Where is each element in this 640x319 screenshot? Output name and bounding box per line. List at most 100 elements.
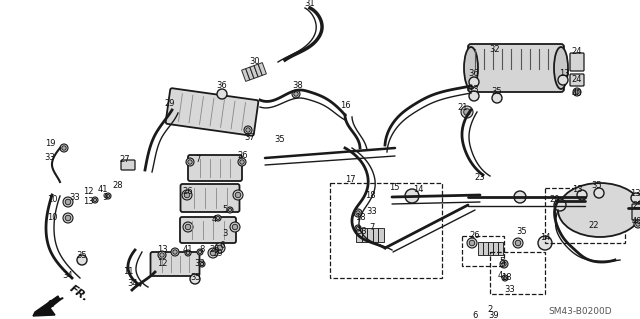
Circle shape [464,109,470,115]
Text: 7: 7 [369,224,374,233]
Circle shape [631,193,640,203]
Circle shape [292,90,300,98]
Circle shape [573,88,581,96]
Circle shape [185,250,191,256]
Circle shape [208,248,218,258]
Text: 41: 41 [98,184,108,194]
Circle shape [185,224,191,230]
Circle shape [106,194,109,198]
Circle shape [182,190,192,200]
Text: 15: 15 [388,183,399,192]
Circle shape [188,160,192,164]
Circle shape [93,198,97,202]
Text: 31: 31 [305,0,316,9]
Text: 9: 9 [102,194,108,203]
Text: 27: 27 [120,155,131,165]
FancyBboxPatch shape [468,44,564,92]
Circle shape [190,274,200,284]
Text: 35: 35 [592,182,602,190]
Bar [545,188,625,243]
Circle shape [502,275,508,281]
Text: FR.: FR. [68,284,91,304]
Circle shape [355,225,361,231]
Circle shape [575,90,579,94]
Circle shape [236,192,241,198]
FancyBboxPatch shape [188,155,242,181]
Text: 5: 5 [499,257,504,266]
Text: 33: 33 [195,258,205,268]
Text: 40: 40 [572,90,582,99]
Ellipse shape [558,183,640,237]
Text: 20: 20 [550,196,560,204]
Text: 17: 17 [345,175,355,184]
Circle shape [92,197,98,203]
Circle shape [594,188,604,198]
Text: 6: 6 [472,311,477,319]
Circle shape [356,226,360,230]
Text: 35: 35 [492,87,502,97]
Circle shape [173,250,177,254]
Text: 33: 33 [504,286,515,294]
Text: 13: 13 [157,244,167,254]
Circle shape [500,260,508,268]
Circle shape [356,211,360,215]
Circle shape [244,126,252,134]
Circle shape [558,75,568,85]
Bar [246,67,254,80]
Text: 33: 33 [45,152,56,161]
Text: 37: 37 [244,133,255,143]
Text: 26: 26 [470,232,480,241]
Text: 10: 10 [47,196,57,204]
Circle shape [636,222,640,226]
Text: 13: 13 [630,189,640,197]
Circle shape [469,77,479,87]
Text: 28: 28 [113,182,124,190]
FancyBboxPatch shape [166,88,259,136]
Text: 35: 35 [275,136,285,145]
Text: 22: 22 [589,220,599,229]
Text: 38: 38 [292,81,303,91]
Text: 33: 33 [70,194,81,203]
Text: 10: 10 [47,213,57,222]
Text: 21: 21 [458,103,468,113]
Text: 23: 23 [475,173,485,182]
Circle shape [211,250,216,256]
Circle shape [77,255,87,265]
Circle shape [217,245,223,251]
Circle shape [240,160,244,164]
Text: 18: 18 [355,212,365,221]
Text: 12: 12 [83,188,93,197]
Circle shape [294,92,298,96]
Text: 5: 5 [222,205,228,214]
Circle shape [200,262,204,266]
Circle shape [65,215,71,221]
Bar [330,183,442,278]
Bar [490,252,545,294]
Circle shape [198,250,202,254]
Text: 24: 24 [572,75,582,84]
Text: 41: 41 [183,246,193,255]
Text: 35: 35 [77,251,87,261]
Circle shape [513,238,523,248]
FancyBboxPatch shape [150,252,200,276]
Polygon shape [33,296,60,316]
Bar [250,66,258,78]
Text: 8: 8 [199,244,205,254]
Bar [362,228,367,242]
Circle shape [184,192,189,198]
Ellipse shape [554,47,568,89]
Text: 4: 4 [211,216,216,225]
Circle shape [160,253,164,257]
Bar [242,69,250,81]
Bar [497,241,502,255]
Circle shape [186,251,189,255]
FancyBboxPatch shape [570,74,584,86]
Circle shape [183,222,193,232]
Bar [488,241,493,255]
Circle shape [197,249,203,255]
Text: 32: 32 [490,44,500,54]
Text: 2: 2 [488,306,493,315]
Bar [258,63,266,75]
Circle shape [217,89,227,99]
Text: 11: 11 [123,268,133,277]
